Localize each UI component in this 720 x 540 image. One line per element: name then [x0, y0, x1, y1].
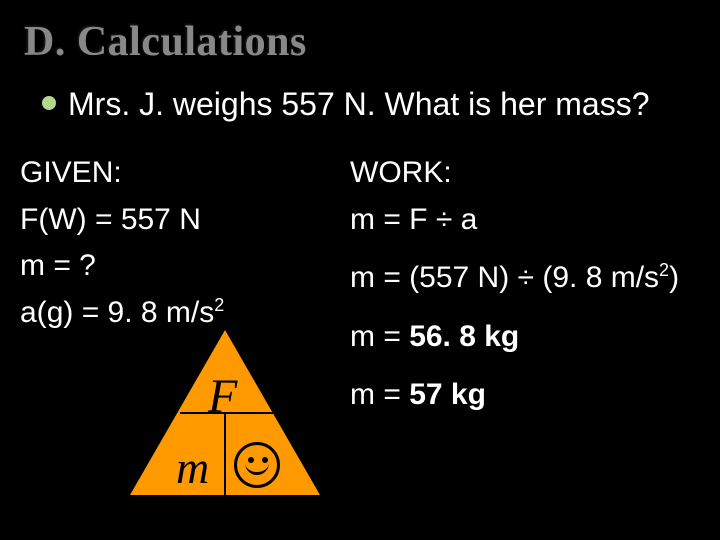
work-line-2: m = (557 N) ÷ (9. 8 m/s2) — [350, 255, 700, 302]
work-column: WORK: m = F ÷ a m = (557 N) ÷ (9. 8 m/s2… — [350, 150, 700, 419]
work-line2-exp: 2 — [659, 260, 669, 280]
spacer — [350, 302, 700, 314]
work-heading: WORK: — [350, 150, 700, 197]
triangle-label-m: m — [176, 432, 209, 503]
work-line2-post: ) — [669, 261, 679, 294]
triangle-label-f: F — [208, 360, 237, 434]
given-heading: GIVEN: — [20, 150, 320, 197]
given-line-2: m = ? — [20, 243, 320, 290]
question-text: Mrs. J. weighs 557 N. What is her mass? — [68, 84, 650, 124]
work-line-3: m = 56. 8 kg — [350, 314, 700, 361]
smiley-icon — [234, 442, 280, 488]
section-title: D. Calculations — [0, 0, 720, 66]
given-column: GIVEN: F(W) = 557 N m = ? a(g) = 9. 8 m/… — [20, 150, 320, 419]
given-line3-g: g — [47, 296, 64, 329]
work-line2-pre: m = (557 N) ÷ (9. 8 m/s — [350, 261, 659, 294]
given-line-1: F(W) = 557 N — [20, 197, 320, 244]
work-line-1: m = F ÷ a — [350, 197, 700, 244]
given-line1-pre: F(W) = — [20, 203, 121, 236]
given-line3-post: ) = 9. 8 m/s — [63, 296, 214, 329]
work-line3-pre: m = — [350, 320, 409, 353]
given-line1-val: 557 N — [121, 203, 201, 236]
given-line3-pre: a( — [20, 296, 47, 329]
given-line3-exp: 2 — [214, 295, 224, 315]
work-line3-val: 56. 8 kg — [409, 320, 519, 353]
smiley-mouth — [245, 461, 269, 475]
spacer — [350, 360, 700, 372]
content-columns: GIVEN: F(W) = 557 N m = ? a(g) = 9. 8 m/… — [0, 124, 720, 419]
work-line4-pre: m = — [350, 378, 409, 411]
bullet-icon — [42, 96, 56, 110]
spacer — [350, 243, 700, 255]
work-line4-val: 57 kg — [409, 378, 486, 411]
work-line-4: m = 57 kg — [350, 372, 700, 419]
formula-triangle: F m — [130, 330, 320, 500]
question-row: Mrs. J. weighs 557 N. What is her mass? — [0, 66, 720, 124]
